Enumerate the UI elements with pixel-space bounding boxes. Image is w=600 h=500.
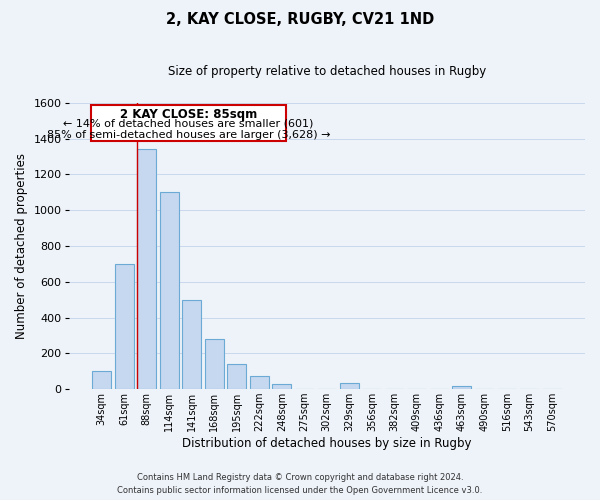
Text: 85% of semi-detached houses are larger (3,628) →: 85% of semi-detached houses are larger (… [47,130,331,140]
FancyBboxPatch shape [91,104,286,142]
Bar [160,192,179,389]
Bar [250,376,269,389]
Bar [115,264,134,389]
Text: 2 KAY CLOSE: 85sqm: 2 KAY CLOSE: 85sqm [120,108,257,121]
Bar [452,386,472,389]
Bar [137,150,156,389]
Text: 2, KAY CLOSE, RUGBY, CV21 1ND: 2, KAY CLOSE, RUGBY, CV21 1ND [166,12,434,28]
Y-axis label: Number of detached properties: Number of detached properties [15,153,28,339]
Bar [227,364,247,389]
Bar [92,372,111,389]
Bar [205,339,224,389]
Text: Contains HM Land Registry data © Crown copyright and database right 2024.
Contai: Contains HM Land Registry data © Crown c… [118,473,482,495]
X-axis label: Distribution of detached houses by size in Rugby: Distribution of detached houses by size … [182,437,472,450]
Bar [182,300,201,389]
Bar [340,383,359,389]
Text: ← 14% of detached houses are smaller (601): ← 14% of detached houses are smaller (60… [64,119,314,129]
Title: Size of property relative to detached houses in Rugby: Size of property relative to detached ho… [167,65,486,78]
Bar [272,384,292,389]
